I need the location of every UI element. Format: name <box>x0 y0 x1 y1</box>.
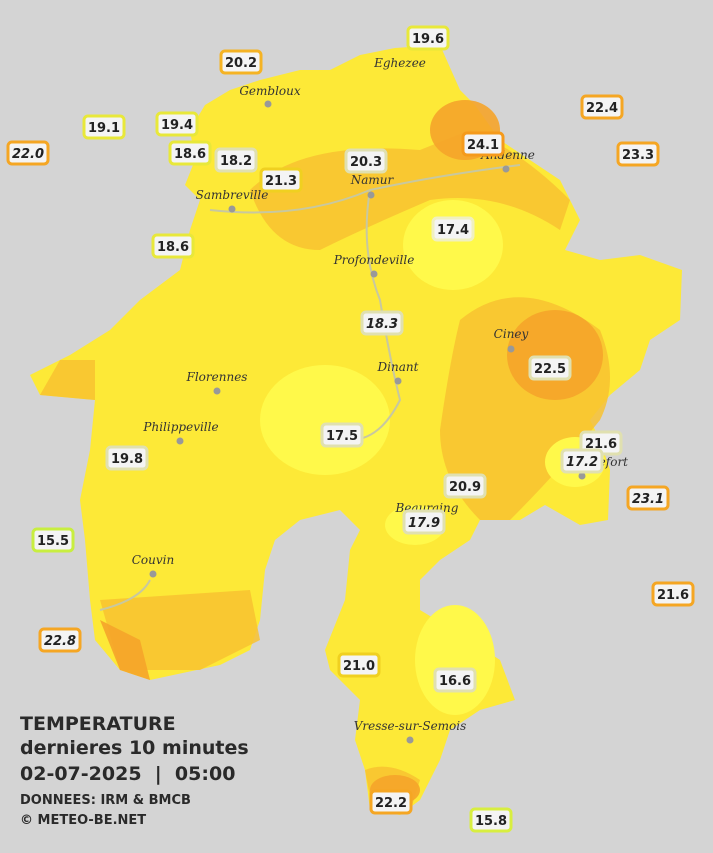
station-value: 16.6 <box>439 674 471 689</box>
station-box <box>82 114 126 140</box>
city-name: Sambreville <box>196 188 269 202</box>
legend-datetime: 02-07-2025 | 05:00 <box>20 763 235 785</box>
station-value: 19.4 <box>161 118 193 133</box>
station-box <box>155 111 199 137</box>
city-dot <box>406 736 414 744</box>
station-value: 15.8 <box>475 814 507 829</box>
station-value: 21.6 <box>585 437 617 452</box>
station-box <box>433 667 477 693</box>
station-value: 17.5 <box>326 429 358 444</box>
station-box <box>431 216 475 242</box>
city-dot <box>176 437 184 445</box>
station-value: 21.0 <box>343 659 375 674</box>
station-value: 18.2 <box>220 154 252 169</box>
legend-source: DONNEES: IRM & BMCB <box>20 793 191 808</box>
city-name: Couvin <box>132 553 174 567</box>
station-value: 20.2 <box>225 56 257 71</box>
city-dot <box>149 570 157 578</box>
station-box <box>616 141 660 167</box>
city-dot <box>264 100 272 108</box>
city-name: Ciney <box>494 327 529 341</box>
station-box <box>168 140 212 166</box>
legend-period: dernieres 10 minutes <box>20 737 249 759</box>
station-box <box>344 148 388 174</box>
station-value: 19.6 <box>412 32 444 47</box>
legend-title: TEMPERATURE <box>20 713 176 735</box>
station-box <box>259 167 303 193</box>
city-dot <box>228 205 236 213</box>
station-box <box>443 473 487 499</box>
station-box <box>105 445 149 471</box>
city-dot <box>213 387 221 395</box>
station-box <box>528 355 572 381</box>
city-dot <box>394 377 402 385</box>
city-name: Profondeville <box>333 253 415 267</box>
city-name: Florennes <box>186 370 248 384</box>
station-box <box>151 233 195 259</box>
station-box <box>6 140 50 166</box>
city-name: Namur <box>350 173 395 187</box>
river <box>99 164 521 611</box>
station-value: 19.8 <box>111 452 143 467</box>
station-box <box>651 581 695 607</box>
city-name: Philippeville <box>142 420 218 434</box>
station-value: 22.5 <box>534 362 566 377</box>
station-value: 17.2 <box>566 455 598 470</box>
station-value: 23.1 <box>632 492 664 507</box>
station-value: 17.9 <box>408 516 440 531</box>
city-dot <box>502 165 510 173</box>
station-value: 22.2 <box>375 796 407 811</box>
station-box <box>320 422 364 448</box>
station-box <box>214 147 258 173</box>
station-box <box>461 131 505 157</box>
city-name: Gembloux <box>239 84 301 98</box>
station-value: 22.0 <box>12 147 44 162</box>
legend-credit: © METEO-BE.NET <box>20 813 146 828</box>
station-value: 23.3 <box>622 148 654 163</box>
city-name: Eghezee <box>373 56 426 70</box>
station-value: 20.9 <box>449 480 481 495</box>
station-value: 15.5 <box>37 534 69 549</box>
station-value: 20.3 <box>350 155 382 170</box>
station-value: 24.1 <box>467 138 499 153</box>
station-box <box>560 448 604 474</box>
station-box <box>369 789 413 815</box>
station-value: 22.8 <box>44 634 76 649</box>
station-box <box>580 94 624 120</box>
city-dot <box>370 270 378 278</box>
station-value: 18.3 <box>366 317 398 332</box>
station-box <box>337 652 381 678</box>
city-name: Dinant <box>377 360 419 374</box>
city-name: Vresse-sur-Semois <box>354 719 467 733</box>
station-value: 21.3 <box>265 174 297 189</box>
city-dot <box>367 191 375 199</box>
station-value: 18.6 <box>174 147 206 162</box>
station-box <box>31 527 75 553</box>
station-box <box>219 49 263 75</box>
city-dot <box>578 472 586 480</box>
station-value: 22.4 <box>586 101 618 116</box>
station-box <box>402 509 446 535</box>
station-box <box>360 310 404 336</box>
station-value: 18.6 <box>157 240 189 255</box>
station-value: 19.1 <box>88 121 120 136</box>
station-value: 21.6 <box>657 588 689 603</box>
station-box <box>406 25 450 51</box>
station-value: 17.4 <box>437 223 469 238</box>
station-box <box>469 807 513 833</box>
station-box <box>38 627 82 653</box>
station-box <box>626 485 670 511</box>
city-dot <box>507 345 515 353</box>
